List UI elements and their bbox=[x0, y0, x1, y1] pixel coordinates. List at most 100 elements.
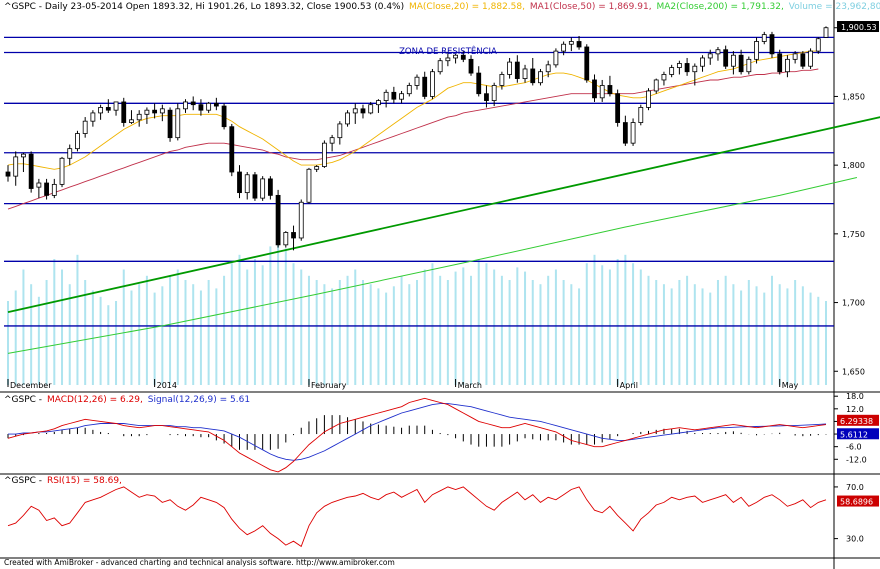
volume-bar bbox=[169, 275, 172, 385]
volume-bar bbox=[192, 284, 195, 385]
volume-bar bbox=[68, 284, 71, 385]
axes: 1,9001,8501,8001,7501,7001,6501,900.53De… bbox=[7, 21, 879, 390]
macd-tick-label: -12.0 bbox=[846, 455, 867, 464]
volume-bar bbox=[292, 263, 295, 385]
ma50-legend: MA1(Close,50) = 1,869.91, bbox=[529, 2, 652, 12]
volume-bar bbox=[601, 265, 604, 385]
uptrend-line bbox=[7, 116, 880, 314]
month-label: December bbox=[10, 381, 52, 390]
volume-bar bbox=[801, 286, 804, 385]
candle-up bbox=[522, 68, 528, 79]
volume-bar bbox=[547, 275, 550, 385]
candle-up bbox=[568, 41, 574, 45]
candle-down bbox=[584, 46, 590, 81]
candle-up bbox=[129, 119, 134, 123]
candle-up bbox=[692, 65, 698, 73]
volume-bar bbox=[385, 292, 388, 385]
candle-up bbox=[175, 108, 181, 139]
candle-up bbox=[507, 61, 513, 75]
volume-bar bbox=[223, 275, 226, 385]
volume-bar bbox=[670, 288, 673, 385]
candle-down bbox=[592, 79, 597, 99]
macd-legend: MACD(12,26) = 6.29, bbox=[46, 395, 143, 405]
rsi-tick-label: 30.0 bbox=[846, 535, 864, 544]
candle-up bbox=[298, 201, 304, 239]
volume-bar bbox=[145, 275, 148, 385]
candle-up bbox=[730, 54, 736, 67]
candle-down bbox=[121, 101, 127, 123]
candle-up bbox=[337, 123, 343, 139]
volume-bar bbox=[45, 280, 48, 385]
macd-tick-label: 18.0 bbox=[846, 392, 864, 401]
candle-up bbox=[283, 232, 289, 246]
candle-up bbox=[545, 64, 551, 73]
signal-line bbox=[8, 403, 827, 461]
candle-up bbox=[754, 41, 759, 60]
volume-bar bbox=[315, 280, 318, 385]
volume-bar bbox=[354, 269, 357, 385]
volume-bar bbox=[423, 269, 426, 385]
volume-bar bbox=[608, 269, 611, 385]
volume-bar bbox=[724, 275, 727, 385]
volume-bar bbox=[500, 275, 503, 385]
volume-bar bbox=[639, 269, 642, 385]
ma20-line bbox=[7, 50, 819, 170]
candle-up bbox=[368, 104, 374, 114]
candle-down bbox=[252, 174, 258, 199]
volume-bar bbox=[99, 296, 102, 385]
candle-down bbox=[167, 109, 173, 139]
candle-up bbox=[676, 63, 682, 68]
price-tick-label: 1,700 bbox=[842, 299, 865, 308]
candle-up bbox=[98, 107, 104, 114]
candle-up bbox=[430, 71, 435, 97]
volume-bar bbox=[570, 284, 573, 385]
candle-up bbox=[260, 178, 266, 199]
volume-bar bbox=[37, 296, 40, 385]
candle-up bbox=[653, 79, 659, 92]
macd-line bbox=[7, 397, 827, 473]
volume-bar bbox=[678, 280, 681, 385]
volume-bar bbox=[562, 280, 565, 385]
volume-bar bbox=[632, 263, 635, 385]
volume-bar bbox=[284, 248, 287, 385]
candle-down bbox=[190, 101, 196, 106]
candle-down bbox=[360, 108, 366, 114]
volume-bar bbox=[716, 280, 719, 385]
candle-up bbox=[136, 113, 142, 121]
candle-up bbox=[707, 53, 713, 59]
volume-bar bbox=[416, 280, 418, 385]
volume-bar bbox=[361, 280, 364, 385]
candle-up bbox=[453, 54, 458, 59]
volume-bar bbox=[138, 284, 141, 385]
ma200-line bbox=[7, 177, 858, 354]
candle-up bbox=[82, 120, 88, 134]
volume-bar bbox=[770, 275, 773, 385]
main-panel-header: ^GSPC - Daily 23-05-2014 Open 1893.32, H… bbox=[4, 2, 880, 12]
volume-bar bbox=[261, 265, 264, 385]
candle-up bbox=[59, 157, 65, 185]
last-price-label: 1,900.53 bbox=[841, 23, 877, 32]
candle-down bbox=[738, 54, 744, 73]
candle-up bbox=[792, 53, 798, 60]
month-label: February bbox=[311, 381, 347, 390]
volume-bar bbox=[107, 305, 110, 385]
moving-averages bbox=[7, 50, 858, 354]
volume-bar bbox=[431, 263, 434, 385]
candle-down bbox=[777, 53, 783, 73]
candle-up bbox=[144, 109, 150, 115]
volume-bar bbox=[199, 290, 202, 385]
volume-bar bbox=[747, 280, 750, 385]
volume-bar bbox=[323, 284, 326, 385]
volume-bar bbox=[709, 292, 712, 385]
volume-bar bbox=[493, 269, 496, 385]
signal-value-label: 5.6112 bbox=[840, 430, 868, 439]
volume-bar bbox=[331, 288, 334, 385]
volume-bar bbox=[176, 269, 179, 385]
volume-bar bbox=[7, 301, 9, 385]
candle-down bbox=[723, 49, 729, 67]
volume-bar bbox=[76, 254, 79, 385]
candle-down bbox=[422, 76, 428, 97]
volume-bar bbox=[485, 263, 488, 385]
candle-up bbox=[661, 74, 667, 81]
candle-down bbox=[44, 182, 49, 196]
